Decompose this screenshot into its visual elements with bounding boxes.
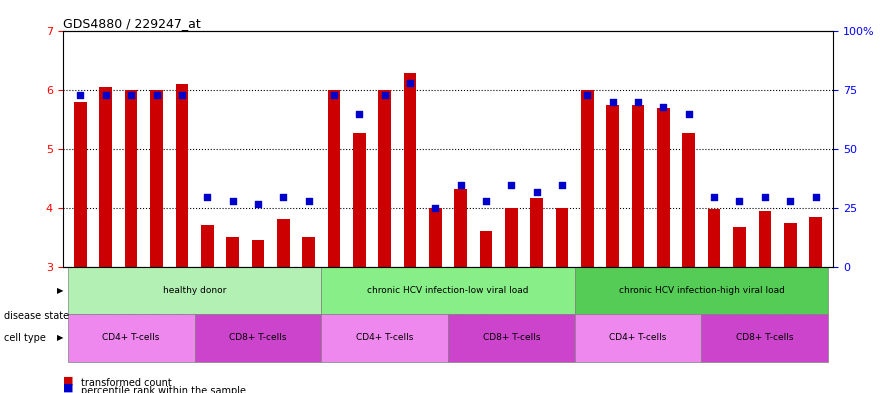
Bar (530, 198, 543, 267)
Text: chronic HCV infection-low viral load: chronic HCV infection-low viral load (367, 286, 529, 295)
Point (251, 200, 265, 207)
Text: ▶: ▶ (56, 334, 64, 342)
FancyBboxPatch shape (68, 267, 322, 314)
Bar (201, 225, 213, 267)
Bar (176, 84, 188, 267)
Point (707, 193, 721, 200)
FancyBboxPatch shape (574, 314, 702, 362)
FancyBboxPatch shape (574, 267, 828, 314)
Text: ▶: ▶ (56, 286, 64, 295)
Point (226, 198, 240, 204)
FancyBboxPatch shape (448, 314, 574, 362)
Point (758, 193, 772, 200)
Bar (328, 90, 340, 267)
Bar (302, 237, 314, 267)
Bar (74, 102, 87, 267)
Point (377, 92, 392, 98)
Bar (151, 90, 163, 267)
Bar (657, 108, 670, 267)
FancyBboxPatch shape (322, 314, 448, 362)
Point (276, 193, 290, 200)
Text: transformed count: transformed count (81, 378, 171, 388)
Text: CD8+ T-cells: CD8+ T-cells (483, 334, 540, 342)
Point (124, 92, 138, 98)
Bar (708, 209, 720, 267)
Point (301, 198, 315, 204)
Point (682, 111, 696, 117)
Point (530, 189, 544, 195)
Bar (556, 208, 568, 267)
Text: percentile rank within the sample: percentile rank within the sample (81, 386, 246, 393)
Point (606, 99, 620, 105)
Bar (809, 217, 822, 267)
FancyBboxPatch shape (194, 314, 322, 362)
Point (555, 182, 569, 188)
Bar (505, 208, 518, 267)
Point (73, 92, 88, 98)
Bar (784, 223, 797, 267)
Text: healthy donor: healthy donor (163, 286, 226, 295)
Point (403, 80, 418, 86)
Text: disease state: disease state (4, 311, 70, 321)
Point (200, 193, 214, 200)
Point (783, 198, 797, 204)
Text: CD4+ T-cells: CD4+ T-cells (102, 334, 159, 342)
FancyBboxPatch shape (322, 267, 574, 314)
Bar (378, 90, 391, 267)
Text: CD4+ T-cells: CD4+ T-cells (356, 334, 413, 342)
Bar (99, 88, 112, 267)
Point (478, 198, 493, 204)
Bar (632, 105, 644, 267)
Text: cell type: cell type (4, 333, 47, 343)
Bar (277, 219, 289, 267)
Point (808, 193, 823, 200)
Bar (429, 208, 442, 267)
Point (175, 92, 189, 98)
Bar (683, 133, 695, 267)
FancyBboxPatch shape (68, 314, 194, 362)
Point (732, 198, 746, 204)
Text: ■: ■ (63, 375, 73, 385)
Point (504, 182, 519, 188)
Bar (733, 227, 745, 267)
Point (581, 92, 595, 98)
Point (656, 104, 670, 110)
Point (99, 92, 113, 98)
Point (150, 92, 164, 98)
Bar (353, 133, 366, 267)
Text: CD8+ T-cells: CD8+ T-cells (229, 334, 287, 342)
FancyBboxPatch shape (702, 314, 828, 362)
Point (631, 99, 645, 105)
Text: chronic HCV infection-high viral load: chronic HCV infection-high viral load (618, 286, 784, 295)
Bar (759, 211, 771, 267)
Bar (252, 239, 264, 267)
Text: GDS4880 / 229247_at: GDS4880 / 229247_at (63, 17, 201, 30)
Point (453, 182, 468, 188)
Bar (607, 105, 619, 267)
Bar (454, 189, 467, 267)
Text: ■: ■ (63, 383, 73, 393)
Text: CD4+ T-cells: CD4+ T-cells (609, 334, 667, 342)
Point (428, 205, 443, 211)
Bar (226, 237, 239, 267)
Point (327, 92, 341, 98)
Bar (582, 90, 594, 267)
Bar (403, 73, 417, 267)
Text: CD8+ T-cells: CD8+ T-cells (737, 334, 794, 342)
Bar (479, 231, 493, 267)
Bar (125, 90, 137, 267)
Point (352, 111, 366, 117)
